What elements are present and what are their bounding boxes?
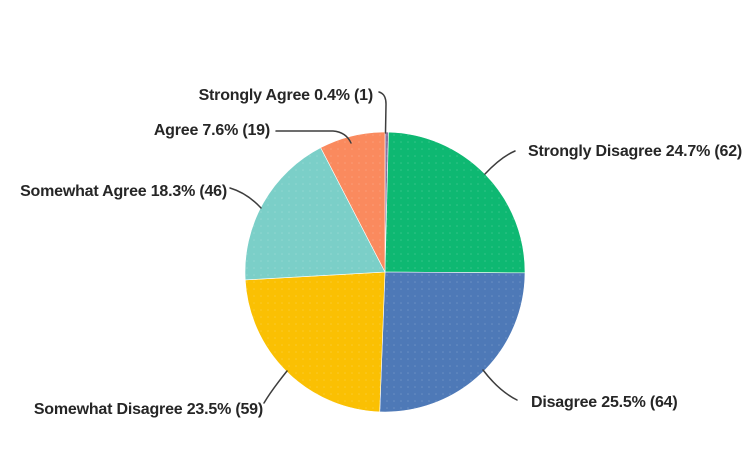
- slice-label-disagree: Disagree 25.5% (64): [531, 394, 678, 411]
- slice-label-strongly-disagree: Strongly Disagree 24.7% (62): [528, 143, 743, 160]
- leader-line-strongly-agree: [378, 91, 387, 134]
- slice-label-somewhat-agree: Somewhat Agree 18.3% (46): [20, 183, 227, 200]
- leader-line-somewhat-agree: [229, 187, 262, 209]
- leader-line-agree: [275, 130, 352, 144]
- leader-line-disagree: [482, 369, 518, 401]
- leader-line-strongly-disagree: [484, 150, 516, 175]
- slice-label-strongly-agree: Strongly Agree 0.4% (1): [198, 87, 374, 104]
- leader-lines: [229, 91, 518, 404]
- slice-label-somewhat-disagree: Somewhat Disagree 23.5% (59): [33, 401, 263, 418]
- pie-texture: [245, 132, 525, 412]
- leader-line-somewhat-disagree: [263, 370, 288, 404]
- slice-label-agree: Agree 7.6% (19): [153, 122, 270, 139]
